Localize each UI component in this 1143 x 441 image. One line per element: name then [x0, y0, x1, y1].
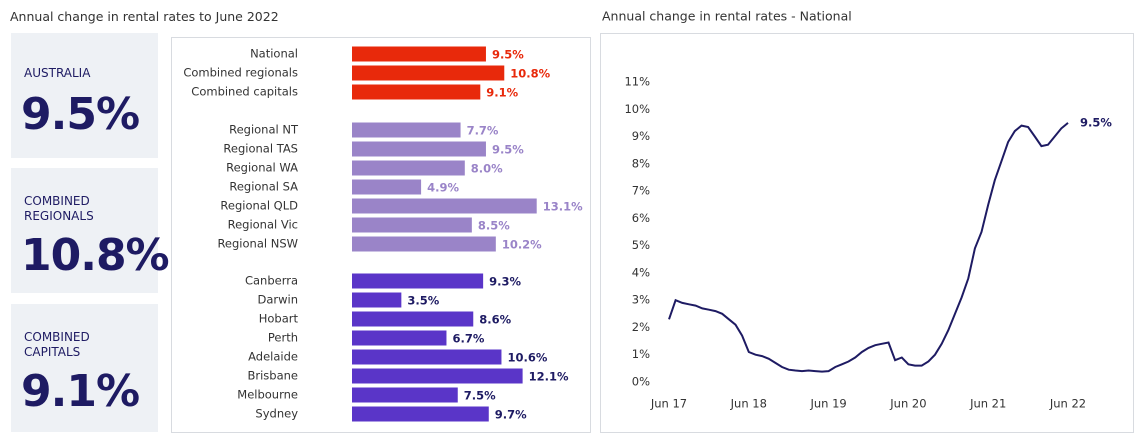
bar — [352, 46, 486, 62]
bar-category: Regional Vic — [228, 218, 298, 232]
kpi-value: 9.5% — [21, 89, 140, 140]
bar-value-label: 8.5% — [478, 219, 510, 233]
bar-value-label: 7.5% — [464, 389, 496, 403]
bar-category: Regional NSW — [217, 237, 298, 251]
page-title: Annual change in rental rates to June 20… — [10, 9, 279, 24]
kpi-card: AUSTRALIA 9.5% — [11, 33, 158, 158]
y-tick-label: 10% — [624, 102, 650, 116]
line-panel — [600, 33, 1134, 433]
bar-category: Regional WA — [226, 161, 298, 175]
bar-category: National — [250, 47, 298, 61]
kpi-value: 10.8% — [21, 230, 170, 281]
bar-category: Combined regionals — [183, 66, 298, 80]
bar-category: Regional TAS — [223, 142, 298, 156]
y-tick-label: 11% — [624, 75, 650, 89]
bar-category: Regional QLD — [220, 199, 298, 213]
bar-value-label: 10.6% — [507, 351, 547, 365]
bar-value-label: 9.1% — [486, 86, 518, 100]
bar-category: Darwin — [257, 293, 298, 307]
bar-category: Regional NT — [229, 123, 299, 137]
kpi-card: COMBINED CAPITALS 9.1% — [11, 304, 158, 432]
bar — [352, 292, 402, 308]
x-tick-label: Jun 20 — [889, 397, 926, 411]
line — [668, 122, 1069, 373]
bar-value-label: 6.7% — [452, 332, 484, 346]
bar-value-label: 13.1% — [543, 200, 583, 214]
y-tick-label: 0% — [632, 375, 650, 389]
x-tick-label: Jun 17 — [650, 397, 687, 411]
kpi-card: COMBINED REGIONALS 10.8% — [11, 168, 170, 293]
y-tick-label: 6% — [632, 211, 650, 225]
line-title: Annual change in rental rates - National — [602, 9, 852, 24]
bar-category: Melbourne — [237, 388, 298, 402]
y-tick-label: 5% — [632, 238, 650, 252]
bar-value-label: 9.5% — [492, 143, 524, 157]
kpi-label: COMBINED CAPITALS — [24, 330, 90, 359]
y-tick-label: 9% — [632, 129, 650, 143]
x-tick-label: Jun 22 — [1049, 397, 1086, 411]
bar — [352, 84, 481, 100]
bar — [352, 311, 474, 327]
bar-category: Sydney — [255, 407, 298, 421]
bar — [352, 330, 447, 346]
bar-value-label: 12.1% — [529, 370, 569, 384]
bar — [352, 349, 502, 365]
bar-value-label: 7.7% — [467, 124, 499, 138]
bar-panel — [171, 37, 591, 433]
bar — [352, 65, 505, 81]
bar — [352, 122, 461, 138]
x-tick-label: Jun 19 — [809, 397, 846, 411]
bar-category: Canberra — [245, 274, 298, 288]
bar-category: Perth — [268, 331, 298, 345]
y-tick-label: 1% — [632, 347, 650, 361]
end-label: 9.5% — [1080, 115, 1112, 129]
bar-value-label: 8.6% — [479, 313, 511, 327]
y-tick-label: 7% — [632, 184, 650, 198]
bar — [352, 141, 486, 157]
bar — [352, 273, 484, 289]
bar-category: Hobart — [259, 312, 299, 326]
bar-category: Combined capitals — [191, 85, 298, 99]
x-tick-label: Jun 18 — [730, 397, 767, 411]
bar — [352, 368, 523, 384]
bar-category: Adelaide — [248, 350, 298, 364]
y-tick-label: 8% — [632, 156, 650, 170]
bar — [352, 236, 496, 252]
bar-value-label: 10.2% — [502, 238, 542, 252]
x-tick-label: Jun 21 — [969, 397, 1006, 411]
kpi-label: COMBINED REGIONALS — [24, 194, 94, 223]
bar-value-label: 8.0% — [471, 162, 503, 176]
y-tick-label: 2% — [632, 320, 650, 334]
kpi-value: 9.1% — [21, 366, 140, 417]
y-tick-label: 4% — [632, 265, 650, 279]
bar-value-label: 3.5% — [407, 294, 439, 308]
bar-value-label: 9.3% — [489, 275, 521, 289]
bar — [352, 160, 465, 176]
bar — [352, 387, 458, 403]
bar-value-label: 9.5% — [492, 48, 524, 62]
bar-value-label: 10.8% — [510, 67, 550, 81]
bar-value-label: 4.9% — [427, 181, 459, 195]
bar — [352, 198, 537, 214]
bar-category: Regional SA — [229, 180, 298, 194]
y-tick-label: 3% — [632, 293, 650, 307]
bar — [352, 217, 472, 233]
bar — [352, 179, 422, 195]
kpi-label: AUSTRALIA — [24, 66, 91, 80]
bar — [352, 406, 489, 422]
bar-category: Brisbane — [247, 369, 298, 383]
bar-value-label: 9.7% — [495, 408, 527, 422]
